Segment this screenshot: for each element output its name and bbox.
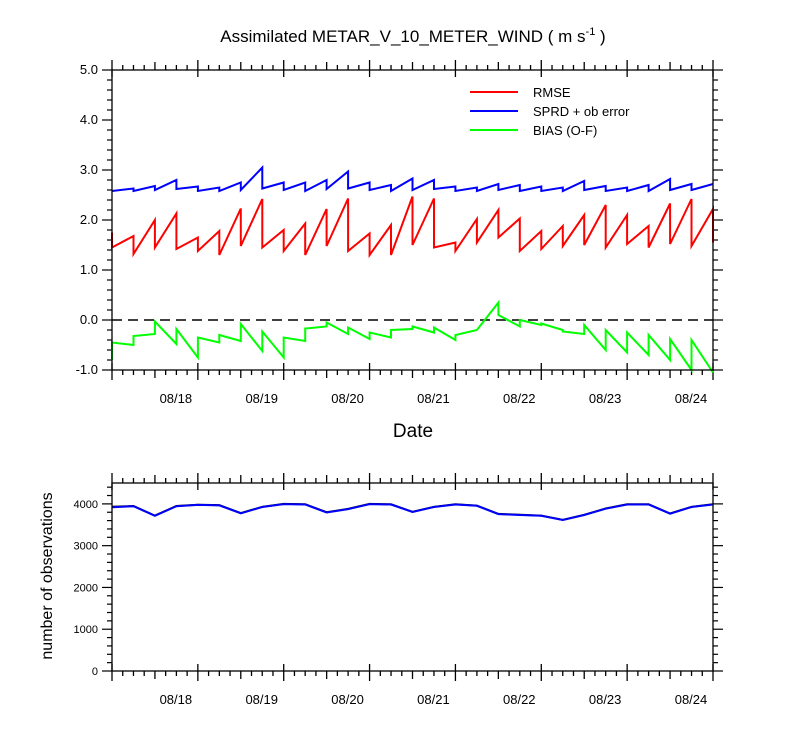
- x-tick-label: 08/23: [589, 692, 622, 707]
- legend-label: BIAS (O-F): [533, 123, 597, 138]
- x-tick-label: 08/22: [503, 391, 536, 406]
- x-tick-label: 08/19: [245, 391, 278, 406]
- top-panel: Assimilated METAR_V_10_METER_WIND ( m s-…: [76, 26, 723, 442]
- x-tick-label: 08/19: [245, 692, 278, 707]
- x-tick-label: 08/18: [160, 692, 193, 707]
- chart-title-main: Assimilated METAR_V_10_METER_WIND ( m s: [220, 27, 585, 46]
- y-tick-label: 4000: [74, 499, 98, 511]
- chart-title-superscript: -1: [586, 26, 596, 38]
- y-tick-label: 2.0: [80, 212, 98, 227]
- x-tick-label: 08/21: [417, 391, 450, 406]
- series-line-used: [111, 503, 714, 522]
- legend-label: SPRD + ob error: [533, 104, 630, 119]
- x-tick-label: 08/20: [331, 692, 364, 707]
- y-tick-label: 0: [92, 666, 98, 678]
- x-tick-label: 08/20: [331, 391, 364, 406]
- y-tick-label: 3000: [74, 541, 98, 553]
- y-tick-label: 2000: [74, 582, 98, 594]
- x-tick-label: 08/24: [675, 692, 708, 707]
- x-tick-label: 08/22: [503, 692, 536, 707]
- legend: RMSE SPRD + ob error BIAS (O-F): [470, 85, 630, 138]
- y-tick-label: 1.0: [80, 262, 98, 277]
- series-line-rmse: [111, 196, 714, 259]
- x-tick-label: 08/21: [417, 692, 450, 707]
- x-tick-label: 08/23: [589, 391, 622, 406]
- x-axis-label: Date: [393, 421, 433, 442]
- y-tick-label: 5.0: [80, 62, 98, 77]
- top-tick-labels: -1.0 0.0 1.0 2.0 3.0 4.0 5.0 08/18 08/19 08/20 08/…: [76, 62, 708, 406]
- chart-title: Assimilated METAR_V_10_METER_WIND ( m s-…: [220, 26, 605, 46]
- bottom-axes-ticks: [102, 473, 723, 681]
- top-series-lines: [111, 165, 714, 374]
- x-tick-label: 08/24: [675, 391, 708, 406]
- y-tick-label: 1000: [74, 624, 98, 636]
- y-tick-label: 0.0: [80, 312, 98, 327]
- y-tick-label: 4.0: [80, 112, 98, 127]
- y-tick-label: 3.0: [80, 162, 98, 177]
- y-axis-label-observations: number of observations: [39, 492, 56, 659]
- y-tick-label: -1.0: [76, 362, 98, 377]
- x-tick-label: 08/18: [160, 391, 193, 406]
- series-line-bias-o-f: [111, 299, 714, 374]
- bottom-plot-frame: [111, 482, 714, 672]
- bottom-tick-labels: 0 1000 2000 3000 4000 08/18 08/19 08/20 08/21 08/…: [74, 499, 708, 707]
- chart-title-tail: ): [595, 27, 605, 46]
- legend-label: RMSE: [533, 85, 571, 100]
- bottom-panel: 0 1000 2000 3000 4000 08/18 08/19 08/20 08/21 08/…: [39, 473, 723, 707]
- series-line-sprd-ob-error: [111, 165, 714, 193]
- top-plot-frame: [111, 69, 714, 371]
- bottom-series-lines: [111, 502, 714, 522]
